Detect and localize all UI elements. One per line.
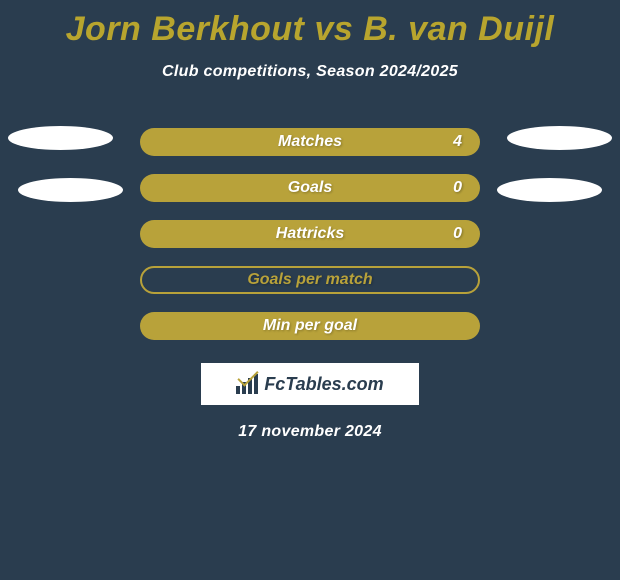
subtitle: Club competitions, Season 2024/2025 [0,63,620,81]
stat-bar-min-per-goal: Min per goal [140,312,480,340]
logo-chart-icon [236,374,260,394]
stat-row: Hattricks 0 [0,211,620,257]
stat-bar-goals: Goals 0 [140,174,480,202]
stat-row: Matches 4 [0,119,620,165]
stat-bar-hattricks: Hattricks 0 [140,220,480,248]
stat-bar-goals-per-match: Goals per match [140,266,480,294]
date-label: 17 november 2024 [0,423,620,441]
stat-bar-matches: Matches 4 [140,128,480,156]
stat-value: 0 [453,225,462,243]
stat-row: Goals per match [0,257,620,303]
stats-area: Matches 4 Goals 0 Hattricks 0 Goals per … [0,119,620,349]
stat-row: Min per goal [0,303,620,349]
page-title: Jorn Berkhout vs B. van Duijl [0,0,620,49]
stat-label: Goals per match [247,271,372,289]
logo-box: FcTables.com [201,363,419,405]
stat-row: Goals 0 [0,165,620,211]
stat-label: Goals [288,179,332,197]
stat-value: 0 [453,179,462,197]
stat-label: Min per goal [263,317,357,335]
stat-value: 4 [453,133,462,151]
stat-label: Matches [278,133,342,151]
stat-label: Hattricks [276,225,344,243]
logo-text: FcTables.com [264,374,383,395]
